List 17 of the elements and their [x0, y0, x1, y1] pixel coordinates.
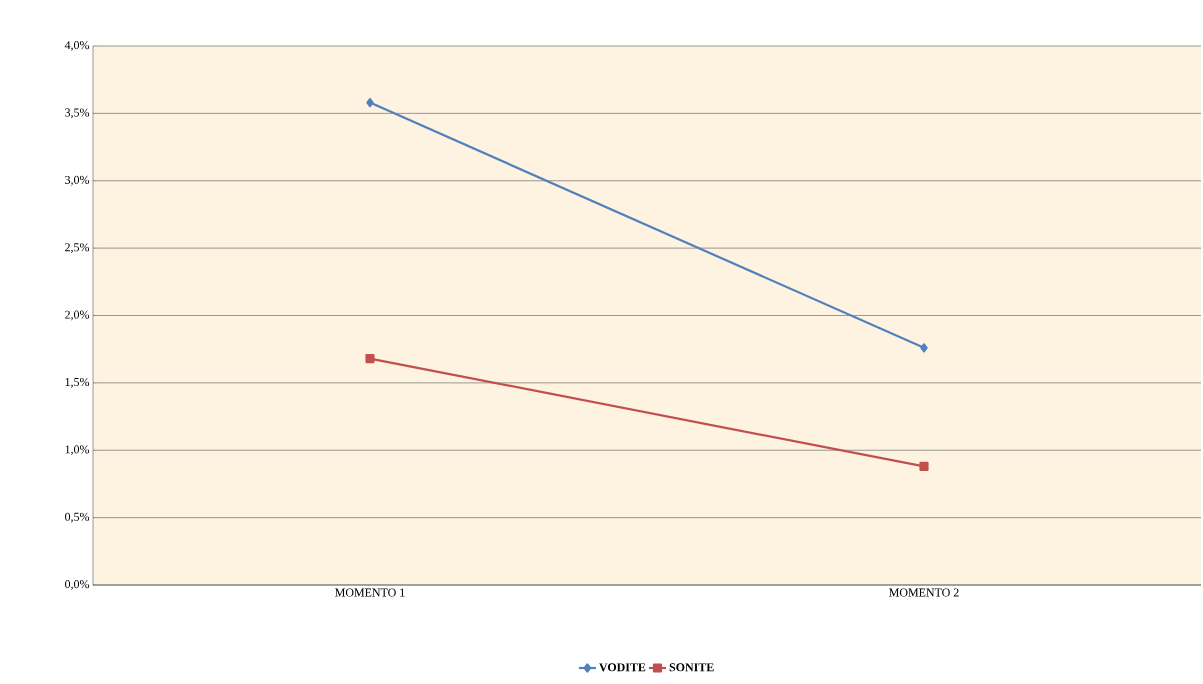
point — [366, 98, 374, 108]
y-tick-label: 1,5% — [65, 377, 90, 388]
x-tick-label: MOMENTO 2 — [889, 588, 959, 597]
y-tick-label: 2,5% — [65, 243, 90, 254]
y-tick-label: 0,5% — [65, 512, 90, 523]
y-tick-label: 1,0% — [65, 445, 90, 456]
x-tick-label: MOMENTO 1 — [335, 588, 405, 597]
legend-label: VODITE — [599, 663, 646, 672]
point — [920, 343, 928, 353]
y-tick-label: 3,0% — [65, 175, 90, 186]
y-tick-label: 4,0% — [64, 41, 90, 51]
legend-label: SONITE — [669, 663, 714, 672]
y-tick-label: 0,0% — [65, 580, 90, 590]
point — [365, 354, 375, 364]
y-tick-label: 2,0% — [65, 310, 90, 321]
point — [919, 461, 929, 472]
y-tick-label: 3,5% — [65, 108, 90, 119]
